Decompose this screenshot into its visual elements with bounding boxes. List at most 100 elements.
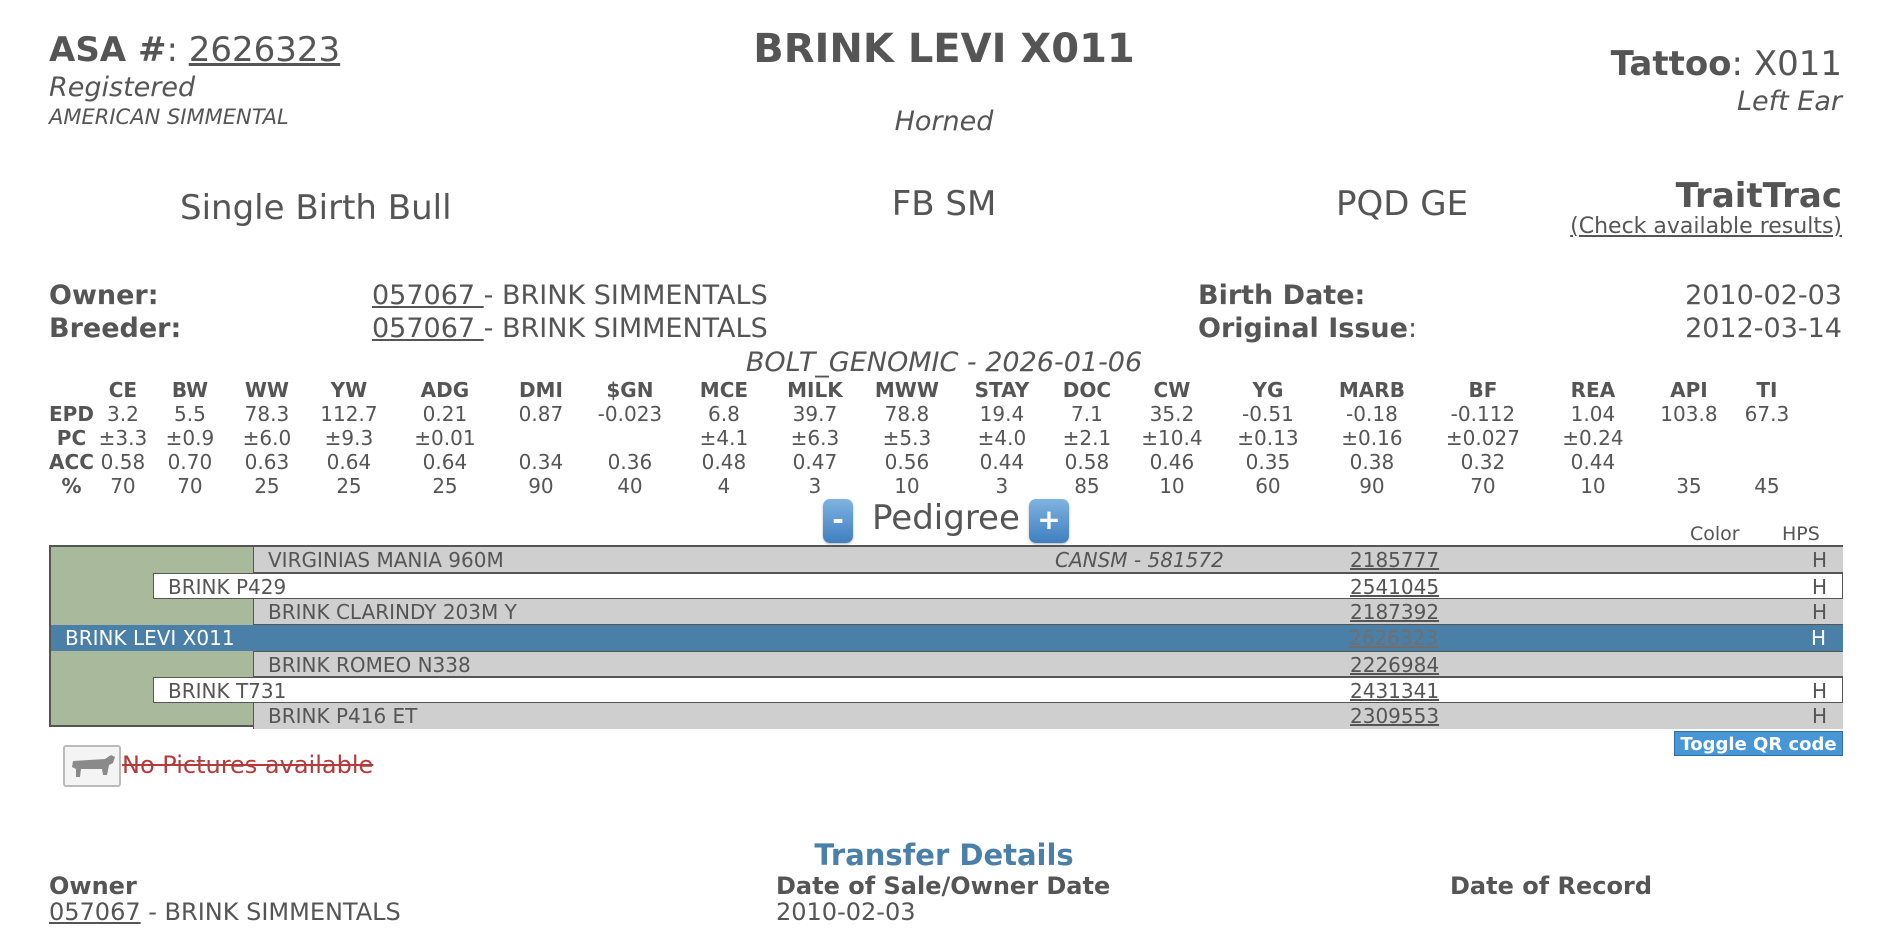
- epd-cell: ±0.24: [1562, 426, 1624, 450]
- epd-column-header: YW: [330, 378, 368, 402]
- epd-cell: ±5.3: [882, 426, 932, 450]
- epd-cell: [1732, 426, 1802, 450]
- epd-cell: -0.023: [597, 402, 663, 426]
- registration-status: Registered: [49, 72, 196, 103]
- epd-column-header: STAY: [974, 378, 1030, 402]
- pedigree-hps: H: [1812, 704, 1828, 728]
- traittrac-link[interactable]: (Check available results): [1570, 214, 1842, 239]
- epd-cell: 0.56: [884, 450, 930, 474]
- epd-cell: 35.2: [1149, 402, 1195, 426]
- epd-header-row: CE BW WW YW ADG DMI $GN MCE MILK MWW STAY DOC CW YG MA…: [49, 378, 1802, 402]
- transfer-owner-link[interactable]: 057067: [49, 898, 141, 926]
- pedigree-hps: H: [1812, 575, 1828, 599]
- pedigree-reg-link[interactable]: 2431341: [1350, 679, 1440, 703]
- pedigree-reg-link[interactable]: 2626323: [1349, 626, 1439, 650]
- breeder-name: BRINK SIMMENTALS: [501, 313, 768, 344]
- pedigree-hps: H: [1812, 548, 1828, 572]
- epd-cell: 78.3: [244, 402, 290, 426]
- pedigree-animal-name: BRINK T731: [168, 679, 287, 703]
- breeder-code-link[interactable]: 057067: [372, 313, 484, 344]
- epd-cell: 0.36: [607, 450, 653, 474]
- epd-cell: ±4.1: [699, 426, 749, 450]
- epd-cell: 0.21: [422, 402, 468, 426]
- pedigree-row[interactable]: VIRGINIAS MANIA 960M CANSM - 581572 2185…: [253, 547, 1843, 573]
- epd-cell: 0.38: [1349, 450, 1395, 474]
- epd-cell: ±0.9: [165, 426, 215, 450]
- pedigree-hps: H: [1812, 600, 1828, 624]
- epd-column-header: DOC: [1062, 378, 1112, 402]
- epd-row: % 70 70 25 25 25 90 40 4 3 10 3 85 10 60 90 70 10 35 45: [49, 474, 1802, 498]
- breeder-value: 057067 - BRINK SIMMENTALS: [372, 313, 768, 344]
- epd-cell: 0.32: [1460, 450, 1506, 474]
- pedigree-row[interactable]: BRINK P416 ET 2309553 H: [253, 703, 1843, 729]
- epd-cell: 0.63: [244, 450, 290, 474]
- epd-column-header: MARB: [1338, 378, 1405, 402]
- owner-label: Owner:: [49, 280, 159, 311]
- transfer-details-title: Transfer Details: [814, 838, 1074, 872]
- pedigree-reg-link[interactable]: 2226984: [1350, 653, 1440, 677]
- epd-cell: -0.18: [1346, 402, 1398, 426]
- tattoo-value: X011: [1753, 44, 1842, 84]
- owner-name: BRINK SIMMENTALS: [501, 280, 768, 311]
- epd-cell: 0.44: [1570, 450, 1616, 474]
- epd-body: EPD 3.2 5.5 78.3 112.7 0.21 0.87 -0.023 6.8 39.7 7…: [49, 402, 1802, 498]
- epd-column-header: YG: [1252, 378, 1284, 402]
- epd-cell: 25: [254, 474, 280, 498]
- epd-cell: 19.4: [979, 402, 1025, 426]
- epd-cell: 0.46: [1149, 450, 1195, 474]
- epd-cell: 3: [808, 474, 822, 498]
- epd-column-header: API: [1670, 378, 1708, 402]
- epd-cell: 112.7: [320, 402, 378, 426]
- epd-column-header: TI: [1756, 378, 1778, 402]
- epd-cell: 0.34: [518, 450, 564, 474]
- epd-row: EPD 3.2 5.5 78.3 112.7 0.21 0.87 -0.023 6.8 39.7 7…: [49, 402, 1802, 426]
- transfer-owner: 057067 - BRINK SIMMENTALS: [49, 898, 401, 926]
- pedigree-row-selected[interactable]: BRINK LEVI X011 2626323 H: [51, 625, 1843, 651]
- pedigree-reg-link[interactable]: 2309553: [1350, 704, 1440, 728]
- asa-label: ASA #: [49, 30, 167, 70]
- epd-column-header: CW: [1153, 378, 1191, 402]
- pedigree-row[interactable]: BRINK CLARINDY 203M Y 2187392 H: [253, 599, 1843, 625]
- epd-column-header: ADG: [420, 378, 470, 402]
- epd-column-header: BF: [1468, 378, 1498, 402]
- expand-pedigree-button[interactable]: +: [1029, 499, 1069, 543]
- pedigree-row[interactable]: BRINK ROMEO N338 2226984: [253, 651, 1843, 677]
- collapse-pedigree-button[interactable]: -: [823, 499, 853, 543]
- epd-cell: ±2.1: [1062, 426, 1112, 450]
- traittrac-title: TraitTrac: [1675, 176, 1842, 216]
- epd-cell: 3: [995, 474, 1009, 498]
- epd-cell: 40: [617, 474, 643, 498]
- epd-cell: 90: [1359, 474, 1385, 498]
- pedigree-animal-name: BRINK CLARINDY 203M Y: [268, 600, 517, 624]
- transfer-date-header: Date of Sale/Owner Date: [776, 872, 1111, 900]
- asa-number-link[interactable]: 2626323: [188, 30, 341, 70]
- epd-cell: ±0.16: [1341, 426, 1403, 450]
- epd-cell: ±0.01: [414, 426, 476, 450]
- epd-cell: 0.58: [1064, 450, 1110, 474]
- transfer-record-header: Date of Record: [1450, 872, 1652, 900]
- pedigree-reg-link[interactable]: 2185777: [1350, 548, 1440, 572]
- epd-cell: 5.5: [174, 402, 206, 426]
- birth-date-value: 2010-02-03: [1685, 280, 1842, 311]
- pedigree-row[interactable]: BRINK T731 2431341 H: [153, 677, 1843, 703]
- epd-column-header: MCE: [699, 378, 749, 402]
- epd-column-header: CE: [108, 378, 138, 402]
- toggle-qr-button[interactable]: Toggle QR code: [1674, 731, 1843, 756]
- pedigree-animal-name: VIRGINIAS MANIA 960M: [268, 548, 504, 572]
- epd-row-label: EPD: [49, 402, 94, 426]
- epd-row-label: ACC: [49, 450, 94, 474]
- epd-cell: 70: [1470, 474, 1496, 498]
- pedigree-animal-name: BRINK P429: [168, 575, 287, 599]
- pedigree-row[interactable]: BRINK P429 2541045 H: [153, 573, 1843, 599]
- epd-cell: [1732, 450, 1802, 474]
- owner-value: 057067 - BRINK SIMMENTALS: [372, 280, 768, 311]
- original-issue-label: Original Issue: [1198, 313, 1408, 344]
- owner-code-link[interactable]: 057067: [372, 280, 484, 311]
- epd-cell: [1646, 426, 1732, 450]
- designations: PQD GE: [1336, 184, 1469, 224]
- pedigree-crossref: CANSM - 581572: [1055, 548, 1224, 572]
- epd-cell: ±4.0: [977, 426, 1027, 450]
- pedigree-reg-link[interactable]: 2187392: [1350, 600, 1440, 624]
- pedigree-reg-link[interactable]: 2541045: [1350, 575, 1440, 599]
- color-column-header: Color: [1690, 523, 1740, 545]
